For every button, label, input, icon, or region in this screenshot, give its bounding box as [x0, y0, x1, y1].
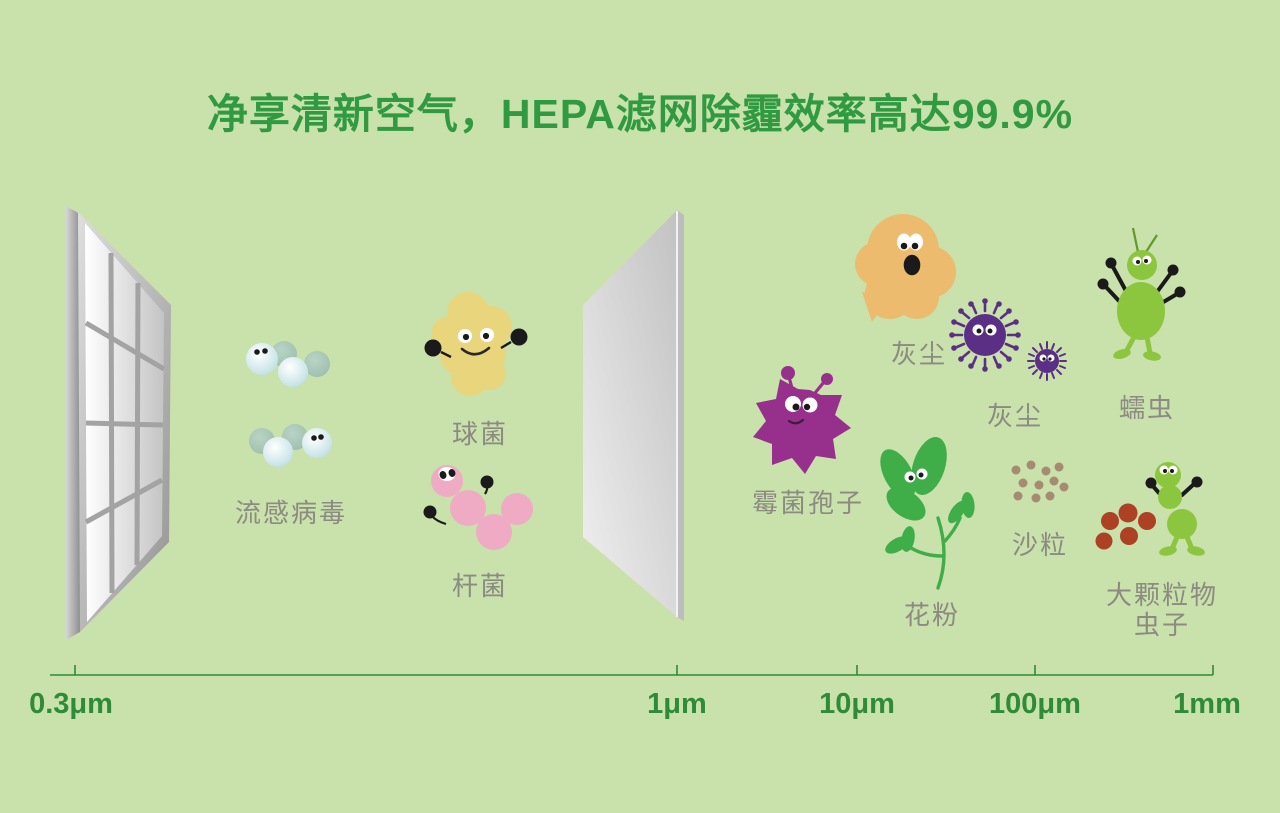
filter-middle-edge [677, 210, 684, 621]
bacilli-icon [423, 465, 533, 550]
axis-tick-10um: 10μm [819, 688, 895, 720]
label-dust-large: 灰尘 [890, 339, 948, 369]
filter-grid-lines [84, 252, 166, 594]
axis-tick-0-3um: 0.3μm [29, 688, 113, 720]
dust-particle-small-icon [1027, 341, 1067, 381]
flu-virus-icon [246, 341, 332, 467]
label-mite: 蠕虫 [1118, 393, 1176, 423]
bug-icon [1145, 462, 1205, 556]
mite-icon [1097, 227, 1186, 361]
label-pollen: 花粉 [903, 600, 961, 630]
filter-left-edge [66, 206, 80, 640]
cocci-icon [424, 292, 528, 396]
label-sand: 沙粒 [1011, 530, 1069, 560]
dust-particle-large-icon [949, 298, 1021, 372]
label-bacilli: 杆菌 [451, 571, 509, 601]
label-large-particles-line1: 大颗粒物 [1105, 580, 1219, 610]
label-flu-virus: 流感病毒 [234, 498, 348, 528]
large-particles-icon [1095, 503, 1156, 550]
label-large-particles-line2: 虫子 [1133, 610, 1191, 640]
label-cocci: 球菌 [451, 419, 509, 449]
label-large-particles: 大颗粒物 虫子 [1106, 580, 1218, 640]
sand-grains-icon [1011, 460, 1069, 503]
axis-tick-1um: 1μm [647, 688, 707, 720]
axis-tick-100um: 100μm [989, 688, 1081, 720]
pollen-icon [880, 437, 975, 590]
mold-spores-icon [753, 366, 851, 474]
dust-ghost-icon [855, 214, 956, 322]
axis-tick-1mm: 1mm [1173, 688, 1241, 720]
filter-middle-face [583, 210, 677, 617]
label-mold-spores: 霉菌孢子 [751, 488, 865, 518]
scale-axis [50, 665, 1214, 676]
hepa-filter-middle-panel [583, 210, 684, 621]
label-dust-small: 灰尘 [986, 401, 1044, 431]
hepa-filter-left-panel [66, 206, 171, 640]
page-title: 净享清新空气，HEPA滤网除霾效率高达99.9% [206, 91, 1074, 137]
